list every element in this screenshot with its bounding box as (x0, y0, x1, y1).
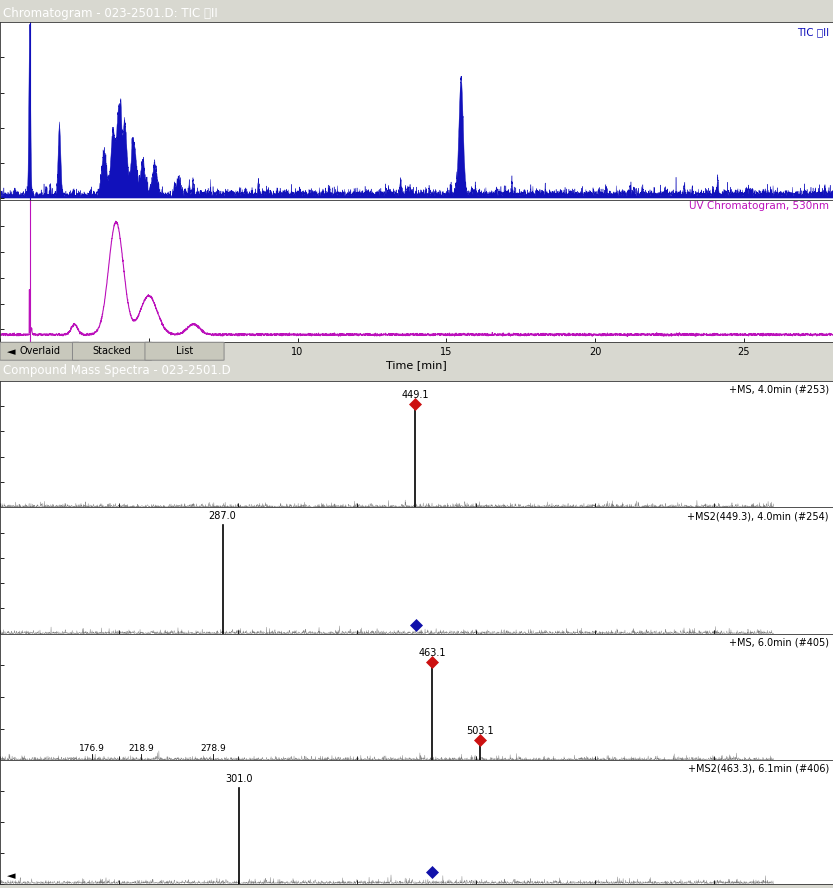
Text: 278.9: 278.9 (200, 743, 226, 753)
FancyBboxPatch shape (72, 342, 152, 361)
FancyBboxPatch shape (145, 342, 224, 361)
Text: Stacked: Stacked (92, 346, 132, 356)
Text: 463.1: 463.1 (418, 648, 446, 658)
Text: +MS, 6.0min (#405): +MS, 6.0min (#405) (729, 638, 829, 647)
Text: 176.9: 176.9 (78, 743, 104, 753)
Text: 301.0: 301.0 (226, 774, 253, 784)
Text: 287.0: 287.0 (208, 511, 237, 521)
Text: ◄: ◄ (7, 347, 15, 358)
Text: List: List (176, 346, 193, 356)
Text: 218.9: 218.9 (128, 743, 154, 753)
X-axis label: Time [min]: Time [min] (387, 360, 446, 370)
Text: UV Chromatogram, 530nm: UV Chromatogram, 530nm (689, 202, 829, 211)
Text: 503.1: 503.1 (466, 726, 493, 736)
Text: +MS2(449.3), 4.0min (#254): +MS2(449.3), 4.0min (#254) (687, 511, 829, 521)
Text: Overlaid: Overlaid (19, 346, 60, 356)
Text: Chromatogram - 023-2501.D: TIC 코II: Chromatogram - 023-2501.D: TIC 코II (3, 7, 218, 20)
Text: ◄: ◄ (7, 871, 15, 881)
Text: +MS2(463.3), 6.1min (#406): +MS2(463.3), 6.1min (#406) (687, 764, 829, 774)
Text: TIC 코II: TIC 코II (796, 28, 829, 37)
Text: 449.1: 449.1 (402, 390, 429, 400)
FancyBboxPatch shape (0, 342, 79, 361)
Text: Compound Mass Spectra - 023-2501.D: Compound Mass Spectra - 023-2501.D (3, 364, 231, 377)
Text: +MS, 4.0min (#253): +MS, 4.0min (#253) (729, 385, 829, 394)
